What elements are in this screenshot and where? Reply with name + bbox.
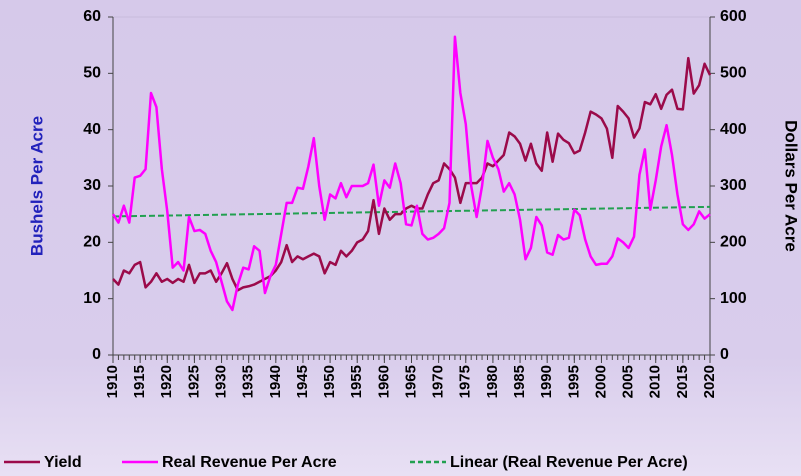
x-tick-label: 1915 <box>131 365 148 398</box>
y2-tick-label: 100 <box>720 290 747 307</box>
x-tick-label: 1970 <box>430 365 447 398</box>
x-tick-label: 2015 <box>674 365 691 398</box>
x-tick-label: 2010 <box>647 365 664 398</box>
x-tick-label: 1945 <box>294 365 311 398</box>
y-tick-label: 40 <box>83 121 101 138</box>
y-tick-label: 30 <box>83 177 101 194</box>
x-tick-label: 1910 <box>104 365 121 398</box>
x-tick-label: 1975 <box>457 365 474 398</box>
series-line <box>111 35 711 312</box>
y-tick-label: 50 <box>83 65 101 82</box>
x-tick-label: 2005 <box>620 365 637 398</box>
x-tick-label: 1990 <box>538 365 555 398</box>
x-tick-label: 1980 <box>484 365 501 398</box>
x-tick-label: 2020 <box>701 365 718 398</box>
legend-label: Yield <box>44 454 82 471</box>
x-tick-label: 1940 <box>267 365 284 398</box>
x-tick-label: 1935 <box>240 365 257 398</box>
x-tick-label: 1995 <box>565 365 582 398</box>
y-tick-label: 60 <box>83 8 101 25</box>
x-tick-label: 1930 <box>213 365 230 398</box>
y-tick-label: 10 <box>83 290 101 307</box>
y2-tick-label: 300 <box>720 177 747 194</box>
y2-tick-label: 0 <box>720 346 729 363</box>
y2-tick-label: 600 <box>720 8 747 25</box>
x-tick-label: 1965 <box>402 365 419 398</box>
x-tick-label: 1955 <box>348 365 365 398</box>
legend-label: Real Revenue Per Acre <box>162 454 337 471</box>
legend-label: Linear (Real Revenue Per Acre) <box>450 454 688 471</box>
trend-line <box>112 205 711 218</box>
y-axis-label: Bushels Per Acre <box>27 116 46 256</box>
x-tick-label: 2000 <box>592 365 609 398</box>
y-tick-label: 20 <box>83 234 101 251</box>
y2-tick-label: 500 <box>720 65 747 82</box>
y2-tick-label: 200 <box>720 234 747 251</box>
x-tick-label: 1950 <box>321 365 338 398</box>
x-tick-label: 1920 <box>158 365 175 398</box>
x-tick-label: 1925 <box>185 365 202 398</box>
y2-axis-label: Dollars Per Acre <box>782 120 801 252</box>
x-tick-label: 1960 <box>375 365 392 398</box>
y2-tick-label: 400 <box>720 121 747 138</box>
y-tick-label: 0 <box>92 346 101 363</box>
series-line <box>112 56 712 292</box>
x-tick-label: 1985 <box>511 365 528 398</box>
